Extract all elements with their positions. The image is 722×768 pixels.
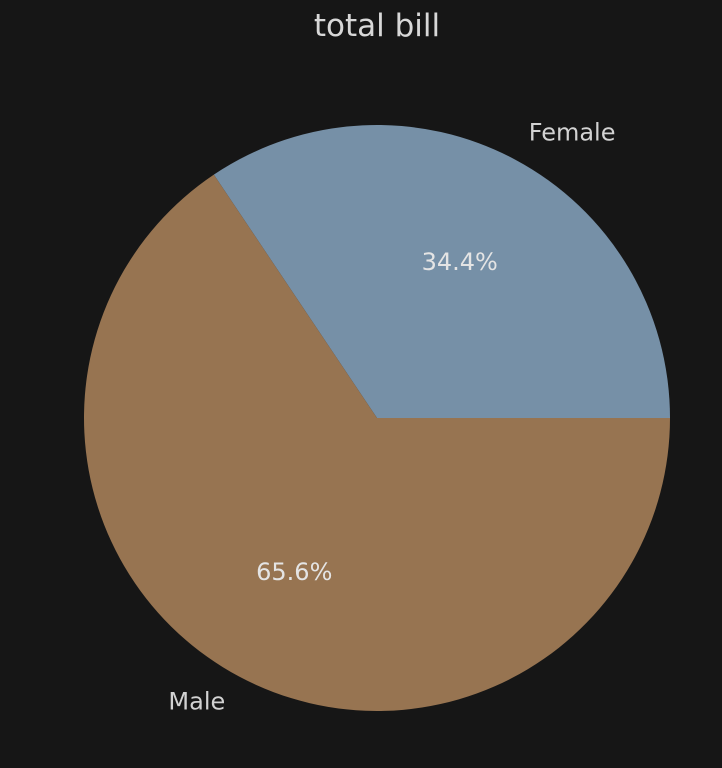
pie-slice-female	[213, 125, 670, 418]
slice-percent-male: 65.6%	[256, 558, 332, 586]
slice-percent-female: 34.4%	[422, 248, 498, 276]
pie-slice-male	[83, 174, 671, 712]
chart-title: total bill	[314, 8, 440, 44]
pie-labels: Female 34.4% Male 65.6%	[168, 119, 615, 716]
slice-label-male: Male	[168, 687, 225, 715]
pie-slices	[83, 125, 671, 712]
slice-label-female: Female	[529, 119, 616, 147]
